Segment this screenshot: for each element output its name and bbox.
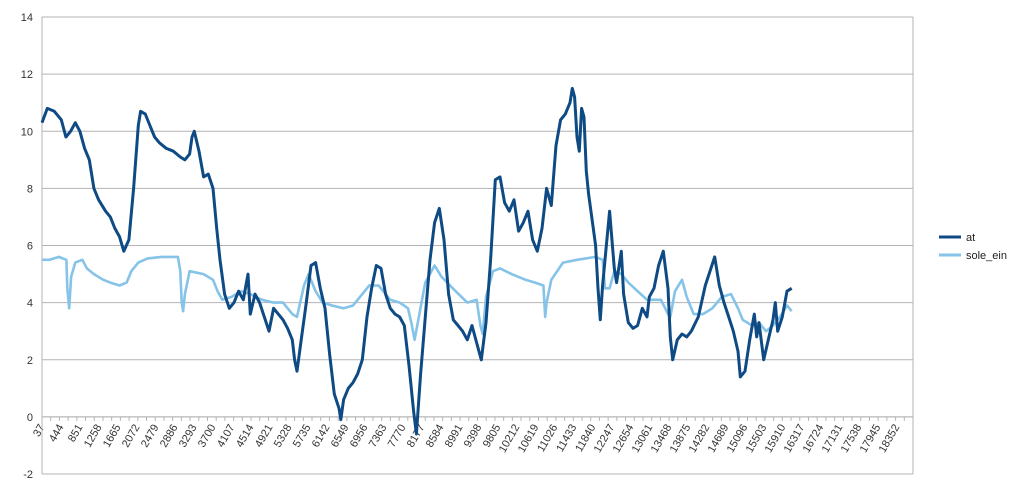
x-tick-label: 8991 — [443, 422, 466, 449]
x-tick-label: 6142 — [310, 422, 333, 449]
x-tick-label: 1258 — [82, 422, 105, 449]
x-tick-label: 4514 — [234, 422, 257, 449]
x-tick-label: 5328 — [272, 422, 295, 449]
x-tick-label: 2072 — [120, 422, 143, 449]
y-tick-label: 2 — [27, 355, 33, 367]
x-tick-label: 444 — [47, 422, 67, 444]
series-lines — [40, 86, 793, 436]
y-tick-label: 8 — [27, 183, 33, 195]
y-axis-tick-labels: -2 0 2 4 6 8 10 12 14 — [21, 12, 33, 481]
x-tick-label: 6549 — [329, 422, 352, 449]
x-tick-label: 2479 — [139, 422, 162, 449]
x-axis-tick-labels: 37 444 85112581665207224792886329337004107… — [31, 422, 902, 454]
x-tick-label: 7770 — [386, 422, 409, 449]
y-tick-label: 12 — [21, 69, 33, 81]
x-tick-label: 4107 — [215, 422, 238, 449]
x-tick-label: 1665 — [101, 422, 124, 449]
legend: at sole_ein — [939, 232, 1007, 262]
series-line-sole_ein — [42, 255, 793, 342]
x-tick-label: 4921 — [253, 422, 276, 449]
y-tick-label: 10 — [21, 126, 33, 138]
y-tick-label: -2 — [23, 469, 33, 481]
x-tick-label: 3293 — [177, 422, 200, 449]
y-tick-label: 6 — [27, 241, 33, 253]
x-tick-label: 9398 — [462, 422, 485, 449]
legend-label-sole_ein: sole_ein — [966, 250, 1007, 262]
x-tick-label: 8584 — [424, 422, 447, 449]
x-tick-label: 3700 — [196, 422, 219, 449]
x-tick-label: 37 — [31, 422, 48, 439]
legend-label-at: at — [966, 232, 975, 244]
gridlines — [42, 16, 913, 475]
y-tick-label: 14 — [21, 12, 33, 24]
x-tick-label: 5735 — [291, 422, 314, 449]
x-tick-label: 7363 — [367, 422, 390, 449]
y-tick-label: 4 — [27, 298, 33, 310]
series-line-at — [40, 86, 793, 436]
x-tick-label: 2886 — [158, 422, 181, 449]
y-tick-label: 0 — [27, 412, 33, 424]
x-tick-label: 6956 — [348, 422, 371, 449]
